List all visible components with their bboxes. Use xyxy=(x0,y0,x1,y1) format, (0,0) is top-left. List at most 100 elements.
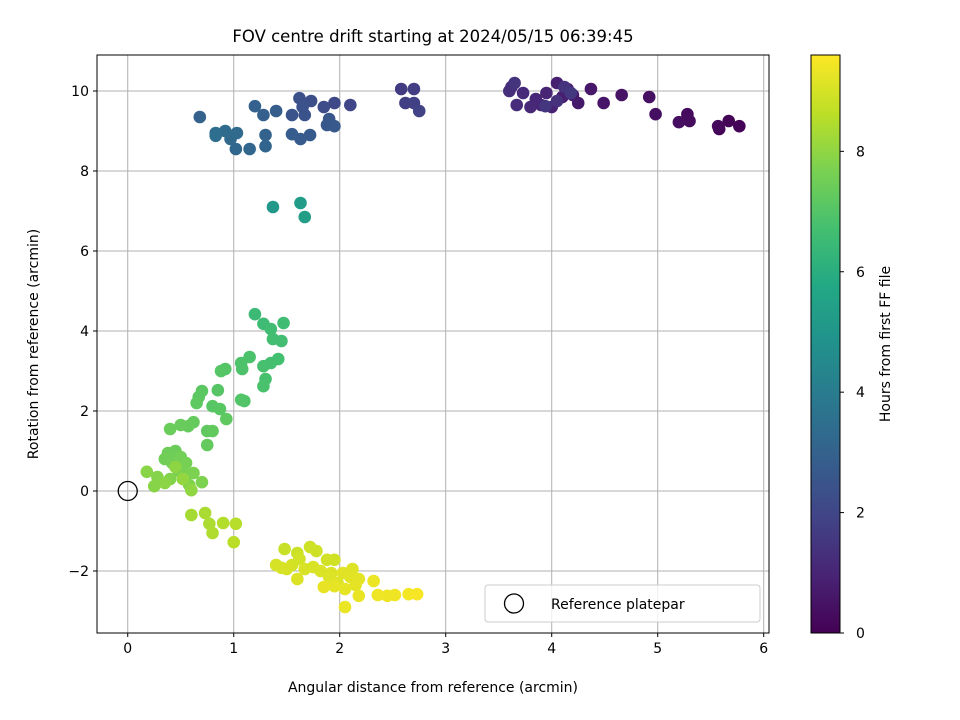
y-axis-label: Rotation from reference (arcmin) xyxy=(26,229,42,459)
data-point xyxy=(206,424,219,438)
x-tick-label: 5 xyxy=(653,641,662,657)
data-point xyxy=(259,128,272,142)
data-point xyxy=(317,100,331,114)
data-point xyxy=(597,96,610,110)
grid-lines xyxy=(97,55,769,633)
data-point xyxy=(298,108,312,122)
data-point xyxy=(683,114,696,128)
legend-box xyxy=(484,584,761,623)
x-axis-label: Angular distance from reference (arcmin) xyxy=(288,680,578,696)
data-point xyxy=(216,516,230,530)
colorbar-label: Hours from first FF file xyxy=(878,266,894,422)
x-tick-label: 6 xyxy=(759,641,768,657)
data-point xyxy=(195,475,209,489)
y-tick-label: −2 xyxy=(68,564,89,580)
data-point xyxy=(564,86,578,100)
data-point xyxy=(539,99,552,113)
legend-reference-marker xyxy=(503,593,525,614)
data-point xyxy=(211,383,225,397)
data-point xyxy=(328,119,341,133)
data-point xyxy=(285,127,299,141)
data-point xyxy=(540,86,553,100)
data-point xyxy=(711,119,725,133)
legend-reference-label: Reference platepar xyxy=(551,597,685,613)
chart-title: FOV centre drift starting at 2024/05/15 … xyxy=(232,27,633,46)
data-point xyxy=(280,562,294,576)
data-point xyxy=(257,108,270,122)
data-point xyxy=(269,104,283,118)
data-point xyxy=(410,587,424,601)
y-tick-label: 10 xyxy=(71,84,89,100)
data-point xyxy=(510,98,524,112)
data-point xyxy=(264,322,278,336)
x-axis-ticks: 0 1 2 3 4 5 6 xyxy=(123,633,768,657)
data-point xyxy=(407,82,421,96)
y-tick-label: 0 xyxy=(80,484,89,500)
reference-point xyxy=(117,480,138,502)
colorbar-tick-label: 0 xyxy=(856,626,865,642)
data-point xyxy=(227,535,241,549)
reference-platepar-marker xyxy=(117,480,138,502)
data-point xyxy=(516,86,530,100)
data-point xyxy=(508,76,521,90)
data-points xyxy=(140,76,746,614)
data-point xyxy=(259,139,272,153)
data-point xyxy=(230,126,244,140)
data-point xyxy=(229,517,243,531)
data-point xyxy=(257,359,270,373)
data-point xyxy=(394,82,408,96)
legend: Reference platepar xyxy=(484,584,761,623)
data-point xyxy=(198,506,212,520)
data-point xyxy=(257,379,270,393)
data-point xyxy=(388,588,402,602)
data-point xyxy=(209,129,223,143)
data-point xyxy=(649,107,662,121)
data-point xyxy=(220,412,233,426)
data-point xyxy=(615,88,628,102)
data-point xyxy=(310,544,323,558)
colorbar-tick-label: 6 xyxy=(856,265,865,281)
data-point xyxy=(243,142,256,156)
colorbar-tick-label: 8 xyxy=(856,144,865,160)
colorbar-tick-label: 2 xyxy=(856,506,865,522)
data-point xyxy=(218,124,232,138)
data-point xyxy=(328,579,341,593)
data-point xyxy=(174,418,188,432)
x-tick-label: 1 xyxy=(229,641,238,657)
y-tick-label: 4 xyxy=(80,324,89,340)
data-point xyxy=(328,553,341,567)
data-point xyxy=(140,465,154,479)
y-tick-label: 8 xyxy=(80,164,89,180)
data-point xyxy=(733,119,746,133)
data-point xyxy=(213,402,227,416)
data-point xyxy=(371,588,385,602)
data-point xyxy=(187,466,200,480)
y-axis-ticks: −2 0 2 4 6 8 10 xyxy=(68,84,97,580)
data-point xyxy=(367,574,380,588)
data-point xyxy=(584,82,598,96)
data-point xyxy=(672,115,686,129)
x-tick-label: 0 xyxy=(123,641,132,657)
x-tick-label: 2 xyxy=(335,641,344,657)
data-point xyxy=(277,316,290,330)
data-point xyxy=(317,580,331,594)
y-tick-label: 6 xyxy=(80,244,89,260)
colorbar-tick-label: 4 xyxy=(856,385,865,401)
data-point xyxy=(550,94,564,108)
data-point xyxy=(524,100,537,114)
colorbar xyxy=(810,54,841,634)
colorbar-ticks: 0 2 4 6 8 xyxy=(840,144,865,642)
x-tick-label: 3 xyxy=(441,641,450,657)
data-point xyxy=(298,210,312,224)
data-point xyxy=(338,600,352,614)
data-point xyxy=(344,98,357,112)
data-point xyxy=(266,332,280,346)
data-point xyxy=(285,108,299,122)
data-point xyxy=(179,456,193,470)
x-tick-label: 4 xyxy=(547,641,556,657)
data-point xyxy=(229,142,243,156)
data-point xyxy=(163,422,177,436)
data-point xyxy=(722,114,736,128)
y-tick-label: 2 xyxy=(80,404,89,420)
